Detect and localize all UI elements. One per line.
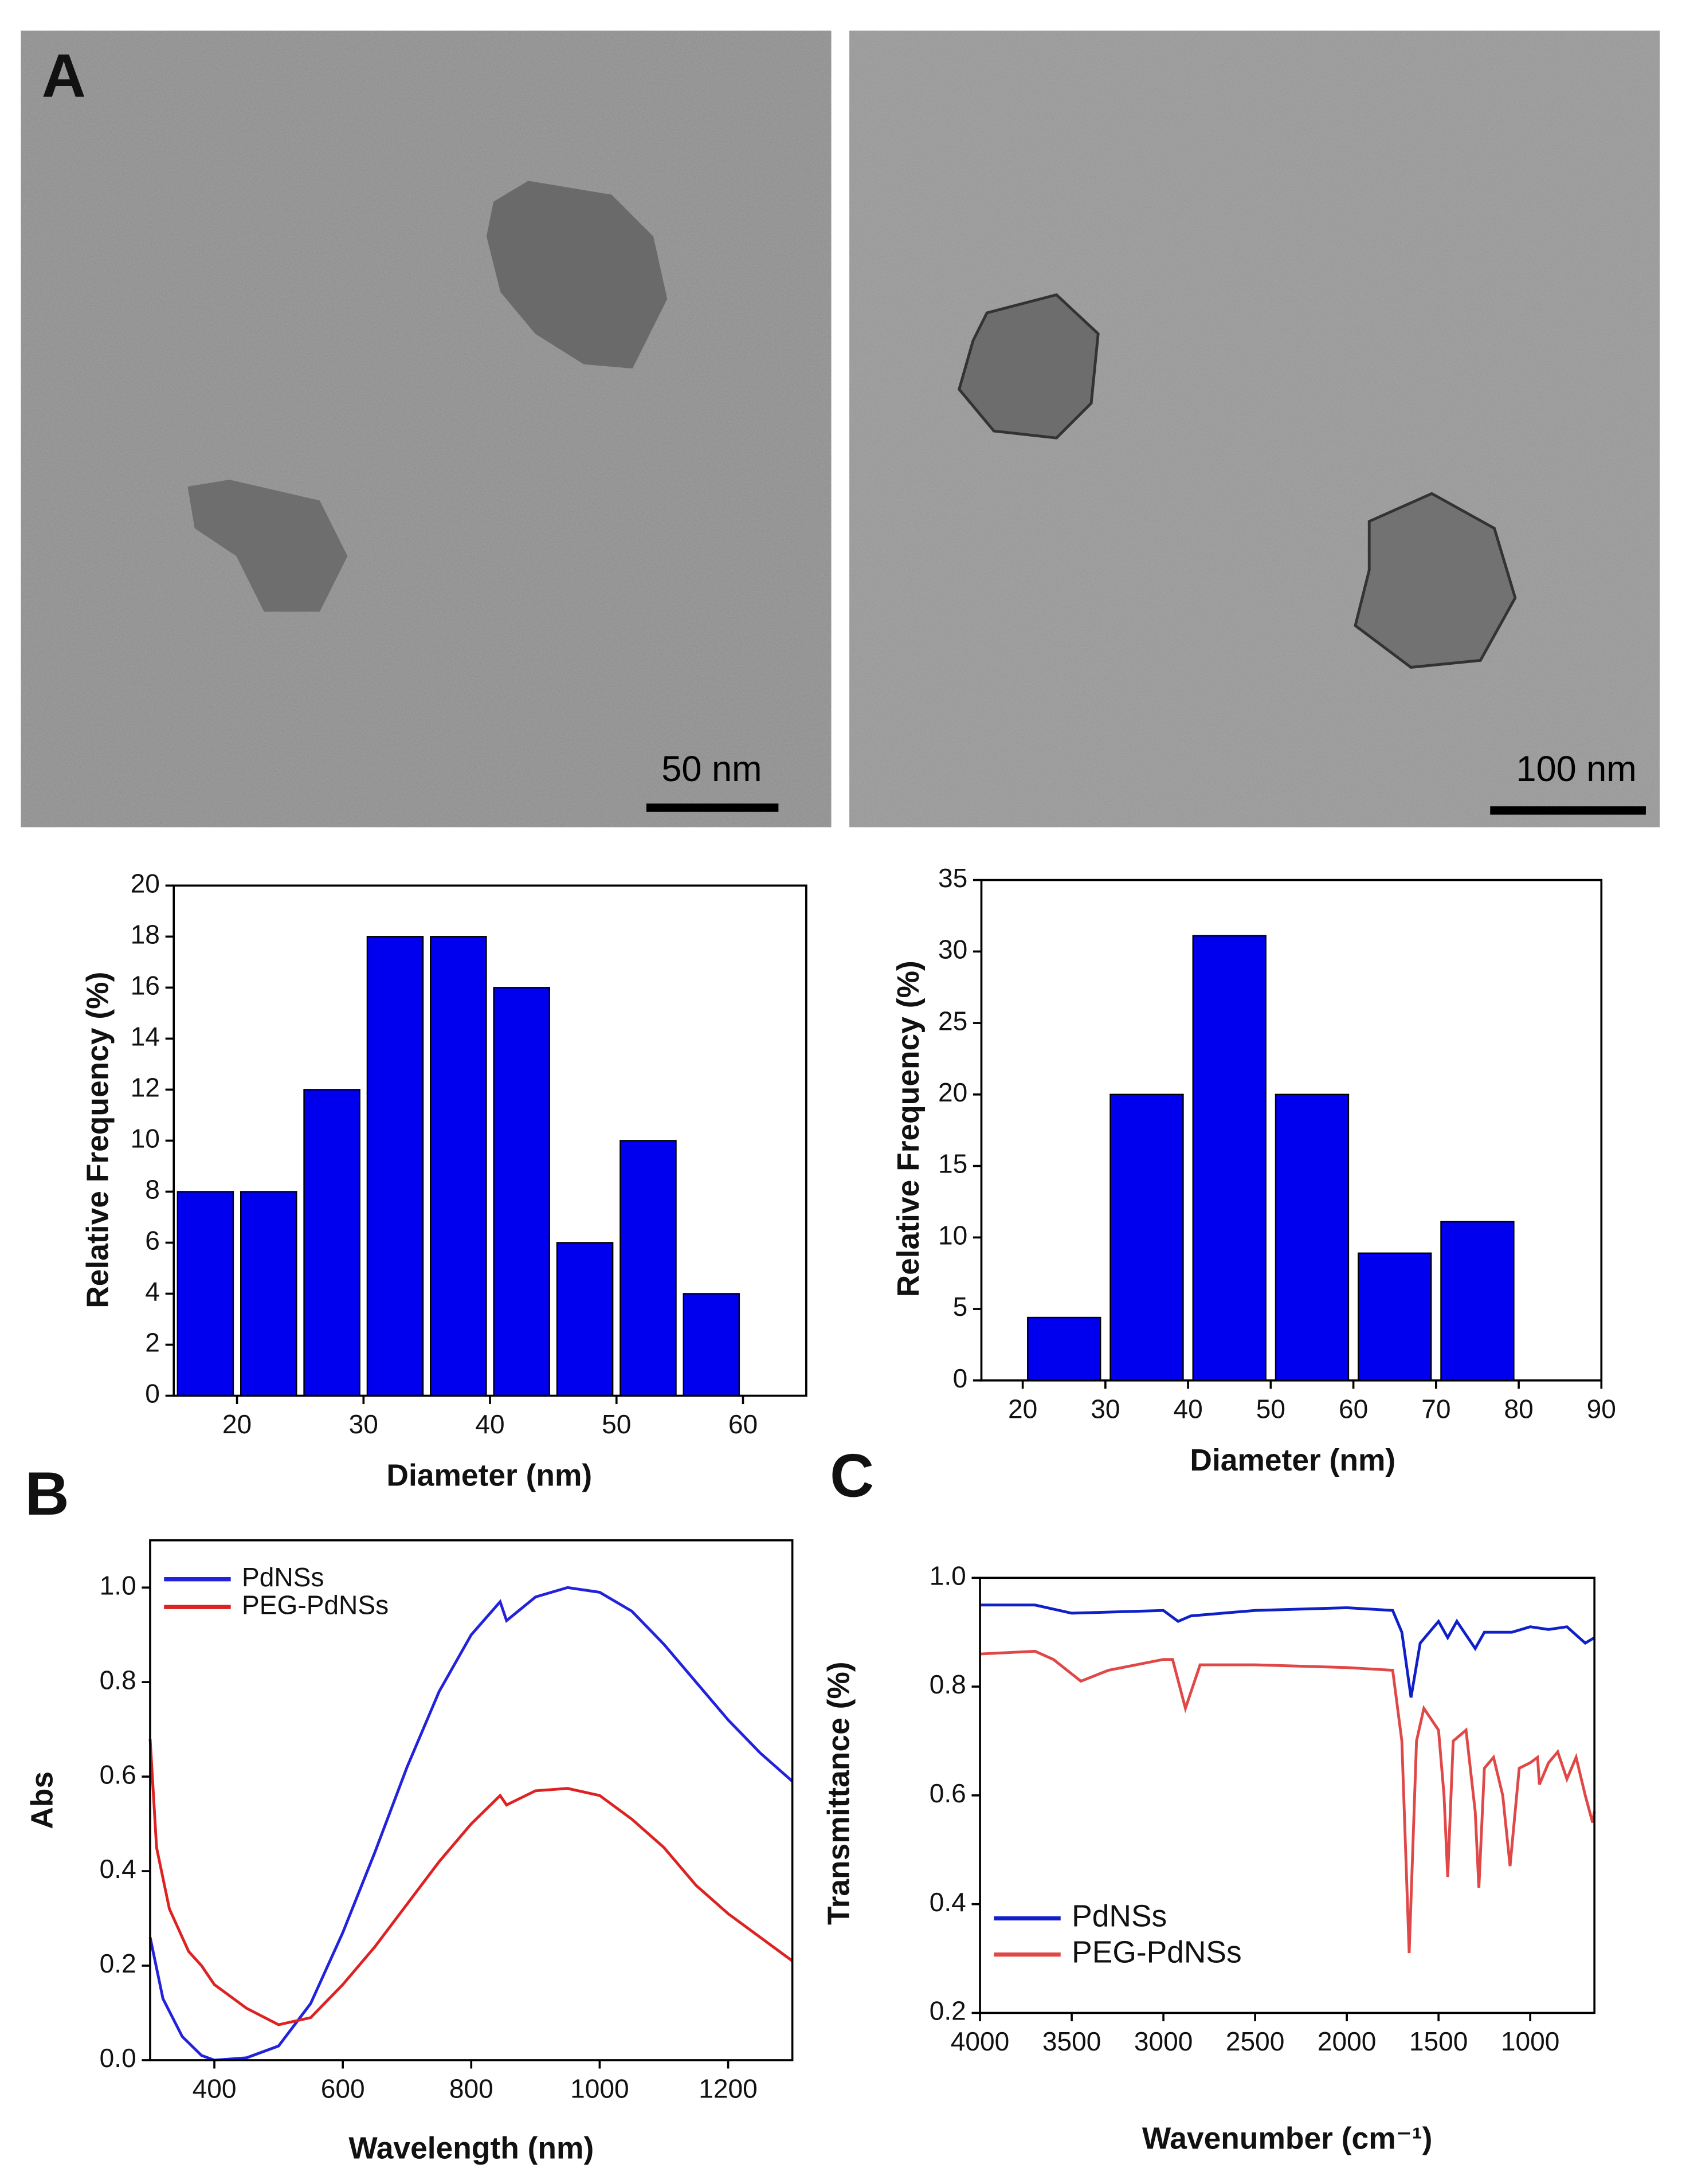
bar [1275, 1093, 1350, 1382]
x-tick-label: 50 [1256, 1394, 1285, 1424]
data-line [979, 1649, 1596, 1954]
scale-bar-label: 50 nm [661, 749, 762, 789]
y-axis-label: Relative Frequency (%) [892, 960, 926, 1297]
legend-label: PdNSs [1072, 1900, 1167, 1934]
y-tick-label: 0.2 [930, 1996, 966, 2026]
panel-label: B [25, 1459, 69, 1528]
y-axis-label: Transmittance (%) [822, 1661, 856, 1925]
y-tick-label: 8 [145, 1175, 160, 1205]
y-tick-label: 30 [938, 935, 967, 964]
y-tick-label: 1.0 [100, 1570, 136, 1600]
x-tick-label: 30 [349, 1409, 378, 1439]
x-tick-label: 3500 [1042, 2026, 1101, 2056]
bar [1027, 1316, 1101, 1382]
y-tick-label: 0 [953, 1363, 968, 1393]
x-tick-label: 60 [1339, 1394, 1368, 1424]
bar [1440, 1221, 1515, 1382]
bar [366, 936, 424, 1397]
y-tick-label: 6 [145, 1226, 160, 1256]
y-tick-label: 20 [938, 1077, 967, 1107]
x-tick-label: 1200 [699, 2073, 758, 2103]
x-tick-label: 400 [193, 2073, 237, 2103]
y-tick-label: 0.4 [930, 1887, 966, 1917]
x-tick-label: 90 [1587, 1394, 1616, 1424]
x-tick-label: 1000 [570, 2073, 629, 2103]
x-tick-label: 800 [449, 2073, 493, 2103]
x-tick-label: 60 [728, 1409, 758, 1439]
x-axis-label: Wavenumber (cm⁻¹) [1142, 2122, 1432, 2156]
x-tick-label: 80 [1504, 1394, 1533, 1424]
y-tick-label: 10 [938, 1220, 967, 1250]
x-tick-label: 2000 [1318, 2026, 1377, 2056]
y-tick-label: 0.6 [100, 1759, 136, 1789]
x-axis-label: Wavelength (nm) [348, 2132, 594, 2166]
scale-bar-label: 100 nm [1516, 749, 1637, 789]
legend-label: PEG-PdNSs [242, 1590, 389, 1620]
x-tick-label: 1000 [1501, 2026, 1560, 2056]
x-tick-label: 3000 [1134, 2026, 1193, 2056]
y-tick-label: 2 [145, 1328, 160, 1358]
bar [430, 936, 487, 1397]
bar [556, 1242, 614, 1397]
y-tick-label: 5 [953, 1292, 968, 1322]
data-line [980, 1603, 1595, 1698]
x-tick-label: 20 [1008, 1394, 1037, 1424]
y-tick-label: 0 [145, 1379, 160, 1409]
x-tick-label: 4000 [951, 2026, 1010, 2056]
panel-label: A [42, 41, 86, 110]
bar [683, 1293, 740, 1397]
bar [493, 987, 550, 1397]
x-tick-label: 50 [602, 1409, 631, 1439]
x-tick-label: 20 [222, 1409, 252, 1439]
x-tick-label: 40 [1173, 1394, 1202, 1424]
x-tick-label: 30 [1091, 1394, 1120, 1424]
y-tick-label: 0.8 [100, 1665, 136, 1695]
plot-frame [980, 879, 1603, 1382]
y-tick-label: 0.0 [100, 2043, 136, 2073]
y-tick-label: 20 [131, 868, 160, 898]
x-tick-label: 70 [1421, 1394, 1450, 1424]
y-tick-label: 35 [938, 863, 967, 893]
x-tick-label: 40 [475, 1409, 504, 1439]
micrograph-left: 50 nm [21, 30, 832, 828]
y-tick-label: 12 [131, 1073, 160, 1103]
bar [1358, 1252, 1432, 1382]
x-axis-label: Diameter (nm) [1190, 1444, 1395, 1477]
bar [1109, 1093, 1184, 1382]
y-tick-label: 0.2 [100, 1948, 136, 1978]
data-line [148, 1738, 794, 2026]
micrograph-right: 100 nm [849, 30, 1660, 828]
panel-label: C [830, 1441, 874, 1510]
x-axis-label: Diameter (nm) [386, 1459, 592, 1493]
bar [240, 1191, 297, 1397]
y-tick-label: 18 [131, 919, 160, 949]
y-tick-label: 10 [131, 1124, 160, 1154]
y-axis-label: Relative Frequency (%) [81, 972, 115, 1308]
bar [620, 1140, 677, 1397]
x-tick-label: 600 [321, 2073, 365, 2103]
y-tick-label: 15 [938, 1149, 967, 1179]
legend-label: PEG-PdNSs [1072, 1936, 1242, 1970]
y-tick-label: 0.4 [100, 1854, 136, 1884]
bar [177, 1191, 234, 1397]
legend-label: PdNSs [242, 1562, 324, 1592]
y-axis-label: Abs [26, 1771, 60, 1829]
y-tick-label: 16 [131, 971, 160, 1001]
x-tick-label: 2500 [1226, 2026, 1285, 2056]
y-tick-label: 25 [938, 1006, 967, 1036]
y-tick-label: 1.0 [930, 1560, 966, 1590]
bar [1192, 935, 1267, 1382]
x-tick-label: 1500 [1409, 2026, 1468, 2056]
bar [303, 1089, 360, 1397]
y-tick-label: 4 [145, 1277, 160, 1307]
y-tick-label: 14 [131, 1022, 160, 1052]
y-tick-label: 0.8 [930, 1669, 966, 1699]
y-tick-label: 0.6 [930, 1778, 966, 1808]
